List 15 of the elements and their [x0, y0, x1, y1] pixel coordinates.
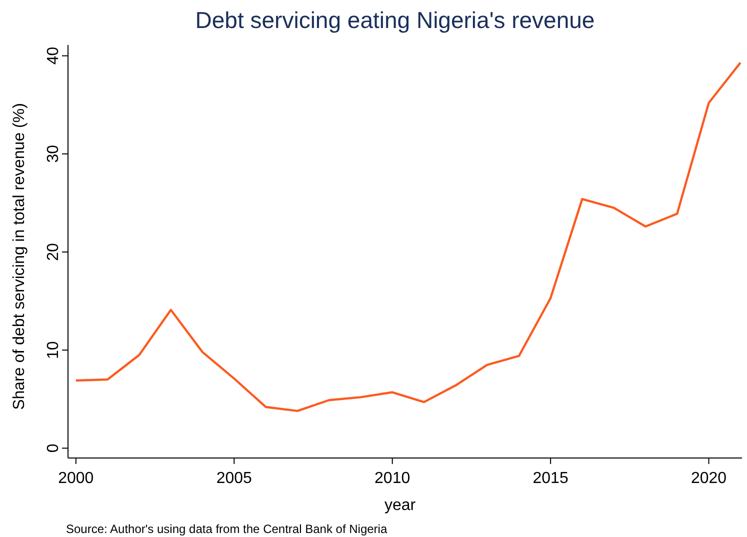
- y-tick-label: 40: [45, 46, 62, 65]
- x-tick-label: 2000: [58, 470, 94, 487]
- x-tick-label: 2010: [374, 470, 410, 487]
- chart-title: Debt servicing eating Nigeria's revenue: [195, 7, 595, 33]
- x-tick-label: 2020: [690, 470, 727, 487]
- x-axis-title: year: [384, 497, 416, 514]
- line-series: [74, 62, 742, 412]
- x-tick-label: 2015: [532, 470, 568, 487]
- y-tick-label: 20: [45, 242, 62, 261]
- y-tick-label: 10: [45, 341, 62, 359]
- source-note: Source: Author's using data from the Central Bank of Nigeria: [66, 522, 388, 536]
- y-axis-title: Share of debt servicing in total revenue (%): [11, 103, 28, 410]
- y-tick-label: 0: [45, 444, 62, 453]
- x-tick-label: 2005: [216, 470, 252, 487]
- y-tick-label: 30: [45, 144, 62, 163]
